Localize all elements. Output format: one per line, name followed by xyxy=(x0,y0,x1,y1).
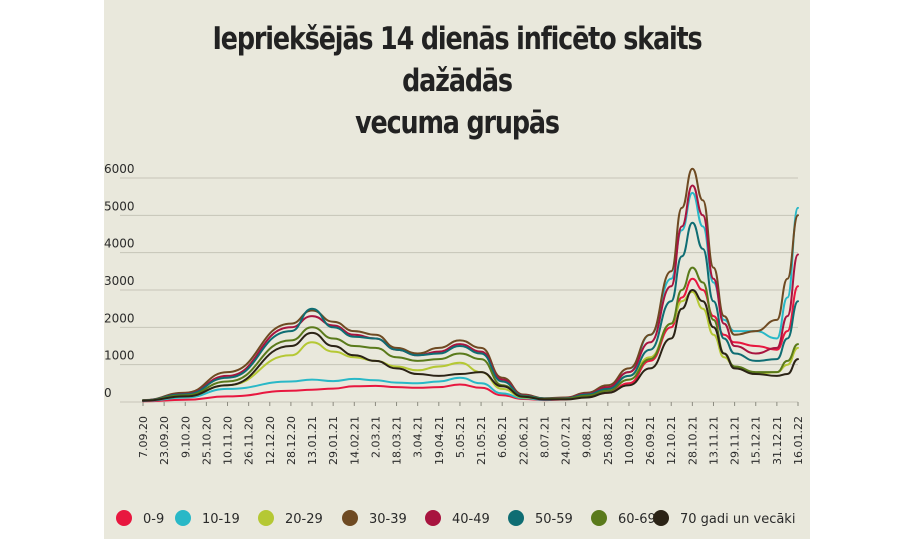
x-tick-label: 31.12.21 xyxy=(771,416,784,465)
x-tick-labels: 7.09.20 23.09.20 9.10.20 25.10.20 10.11.20 26… xyxy=(137,402,805,465)
x-tick-label: 13.01.21 xyxy=(306,416,319,465)
series-line-2 xyxy=(142,290,799,402)
x-tick-label: 9.10.20 xyxy=(179,416,192,458)
x-tick-label: 23.09.20 xyxy=(158,416,171,465)
x-tick-label: 26.11.20 xyxy=(243,416,256,465)
x-tick-label: 10.11.20 xyxy=(222,416,235,465)
x-tick-label: 9.08.21 xyxy=(581,416,594,458)
legend-item: 70 gadi un vecāki xyxy=(653,510,795,527)
legend-label: 20-29 xyxy=(285,512,323,527)
x-tick-label: 14.02.21 xyxy=(348,416,361,465)
chart-title: Iepriekšējās 14 dienās inficēto skaits d… xyxy=(168,18,747,144)
chart-title-line-1: Iepriekšējās 14 dienās inficēto skaits d… xyxy=(212,21,702,99)
legend-label: 10-19 xyxy=(202,512,240,527)
x-tick-label: 12.12.20 xyxy=(264,416,277,465)
x-tick-label: 7.09.20 xyxy=(137,416,150,458)
x-tick-label: 22.06.21 xyxy=(517,416,530,465)
chart-title-line-2: vecuma grupās xyxy=(355,105,560,141)
legend-item: 60-69 xyxy=(591,510,656,527)
legend-label: 50-59 xyxy=(535,512,573,527)
x-tick-label: 3.04.21 xyxy=(412,416,425,458)
series-lines xyxy=(142,167,799,403)
x-tick-label: 25.08.21 xyxy=(602,416,615,465)
chart-panel: Iepriekšējās 14 dienās inficēto skaits d… xyxy=(104,0,810,539)
y-tick-label: 5000 xyxy=(104,199,135,213)
x-tick-label: 25.10.20 xyxy=(200,416,213,465)
legend-swatch xyxy=(591,510,607,526)
x-tick-label: 19.04.21 xyxy=(433,416,446,465)
x-tick-label: 12.10.21 xyxy=(665,416,678,465)
x-tick-label: 2.03.21 xyxy=(369,416,382,458)
legend-label: 0-9 xyxy=(143,512,164,527)
legend-label: 70 gadi un vecāki xyxy=(680,512,795,527)
legend-item: 0-9 xyxy=(116,510,164,527)
x-tick-label: 29.11.21 xyxy=(729,416,742,465)
x-tick-label: 6.06.21 xyxy=(496,416,509,458)
y-tick-label: 3000 xyxy=(104,274,135,288)
x-tick-label: 8.07.21 xyxy=(538,416,551,458)
x-tick-label: 26.09.21 xyxy=(644,416,657,465)
legend-item: 50-59 xyxy=(508,510,573,527)
x-tick-label: 28.10.21 xyxy=(686,416,699,465)
x-tick-label: 10.09.21 xyxy=(623,416,636,465)
legend-label: 30-39 xyxy=(369,512,407,527)
y-tick-label: 0 xyxy=(104,386,112,400)
legend-swatch xyxy=(342,510,358,526)
y-tick-label: 1000 xyxy=(104,349,135,363)
y-tick-labels: 0 1000 2000 3000 4000 5000 6000 xyxy=(104,162,135,400)
x-tick-label: 28.12.20 xyxy=(285,416,298,465)
y-tick-label: 4000 xyxy=(104,237,135,251)
legend-swatch xyxy=(425,510,441,526)
x-tick-label: 13.11.21 xyxy=(707,416,720,465)
legend-item: 30-39 xyxy=(342,510,407,527)
legend-item: 40-49 xyxy=(425,510,490,527)
x-tick-label: 15.12.21 xyxy=(750,416,763,465)
series-line-7 xyxy=(142,289,799,402)
legend-item: 20-29 xyxy=(258,510,323,527)
legend-swatch xyxy=(116,510,132,526)
legend-label: 40-49 xyxy=(452,512,490,527)
legend: 0-9 10-19 20-29 30-39 40-49 50-59 60-69 70 gadi… xyxy=(116,510,795,527)
x-tick-label: 29.01.21 xyxy=(327,416,340,465)
x-tick-label: 21.05.21 xyxy=(475,416,488,465)
series-line-3 xyxy=(142,167,799,402)
x-tick-label: 16.01.22 xyxy=(792,416,805,465)
series-line-1 xyxy=(142,191,799,402)
legend-swatch xyxy=(175,510,191,526)
legend-label: 60-69 xyxy=(618,512,656,527)
legend-swatch xyxy=(653,510,669,526)
x-tick-label: 18.03.21 xyxy=(391,416,404,465)
grid-lines xyxy=(120,177,798,403)
legend-swatch xyxy=(258,510,274,526)
y-tick-label: 2000 xyxy=(104,311,135,325)
legend-item: 10-19 xyxy=(175,510,240,527)
legend-swatch xyxy=(508,510,524,526)
x-tick-label: 5.05.21 xyxy=(454,416,467,458)
x-tick-label: 24.07.21 xyxy=(560,416,573,465)
y-tick-label: 6000 xyxy=(104,162,135,176)
